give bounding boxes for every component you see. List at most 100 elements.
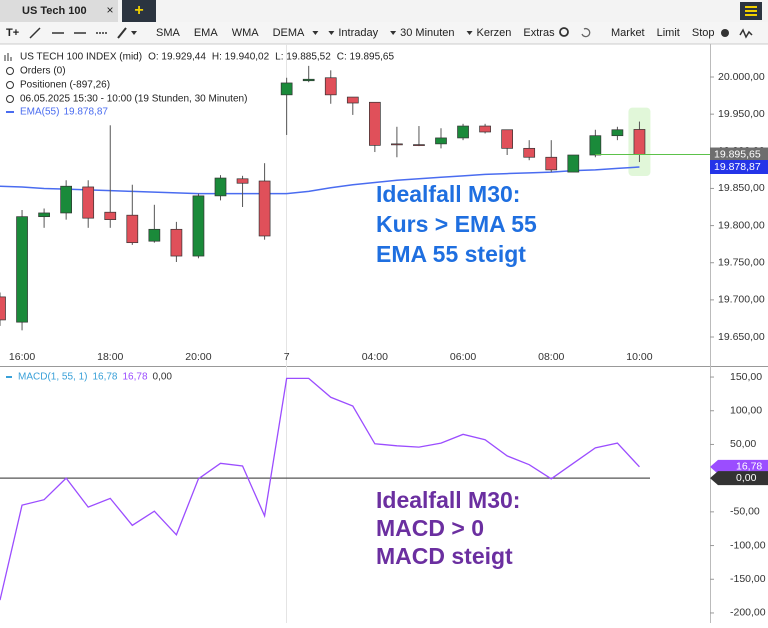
order-button[interactable]: Stop [692, 27, 715, 39]
legend-name: MACD(1, 55, 1) [18, 372, 87, 383]
order-button[interactable]: Limit [657, 27, 680, 39]
tab-bar [0, 0, 768, 22]
dropdown-button[interactable]: Kerzen [477, 27, 512, 39]
price-label: 19.895,65 [714, 148, 761, 160]
dropdown-button[interactable]: 30 Minuten [400, 27, 454, 39]
annotation: Idealfall M30: [376, 487, 520, 513]
add-tab-bg [122, 0, 156, 22]
add-tab[interactable]: + [134, 2, 143, 19]
text-tool[interactable]: T+ [6, 27, 19, 39]
info-text: Orders (0) [20, 66, 66, 77]
candle-body [104, 211, 117, 220]
macd-line [0, 377, 640, 601]
candle-body [38, 212, 50, 218]
candle-body [170, 228, 183, 257]
candle-body [391, 143, 403, 146]
price-label: 0,00 [736, 472, 757, 484]
dropdown[interactable] [390, 31, 397, 35]
dropdown[interactable] [466, 31, 473, 35]
candle-body [545, 156, 558, 171]
price-label: 19.878,87 [714, 161, 761, 173]
y-tick-label: 19.650,00 [718, 331, 765, 343]
annotation: EMA 55 steigt [376, 241, 526, 267]
toolbar [0, 22, 768, 44]
candle-body [280, 82, 293, 96]
indicator-button[interactable]: SMA [156, 27, 181, 39]
undo-tool[interactable] [581, 27, 591, 38]
dropdown[interactable] [328, 31, 335, 35]
zoom-tool[interactable] [559, 27, 569, 37]
candle-body [501, 129, 513, 149]
y-tick-label: -100,00 [730, 539, 766, 551]
positions-icon [6, 81, 14, 89]
info-text: L: 19.885,52 [275, 52, 331, 63]
info-text: US TECH 100 INDEX (mid) [20, 52, 142, 63]
candle-body [214, 177, 227, 197]
candle-body [567, 154, 580, 173]
price-label-bg [710, 459, 768, 474]
brush-tool[interactable] [117, 27, 127, 39]
y-tick-label: 50,00 [730, 438, 756, 450]
x-tick-label: 18:00 [97, 351, 123, 363]
candle-body [148, 228, 161, 242]
x-tick-label: 16:00 [9, 351, 35, 363]
x-tick-label: 20:00 [185, 351, 211, 363]
info-text: 06.05.2025 15:30 - 10:00 (19 Stunden, 30… [20, 94, 247, 105]
close-tab[interactable]: × [106, 3, 113, 17]
dropdown-button[interactable]: Intraday [338, 27, 378, 39]
candle-body [324, 77, 337, 96]
candle-body [236, 178, 249, 184]
y-tick-label: 19.800,00 [718, 219, 765, 231]
price-plot [0, 65, 651, 331]
candle-body [413, 144, 425, 146]
x-tick-label: 06:00 [450, 351, 476, 363]
dropdown[interactable] [312, 31, 319, 35]
macd-plot [0, 377, 650, 601]
candle-body [346, 96, 359, 104]
tab[interactable] [0, 0, 118, 22]
toolbar-items: T+ SMA EMA WMA DEMA Intraday 30 Minuten Kerzen E… [6, 27, 753, 39]
order-button[interactable]: Market [611, 27, 645, 39]
dropdown[interactable] [131, 31, 137, 35]
x-tick-label: 04:00 [362, 351, 388, 363]
chart-icon [4, 53, 12, 61]
candle-body [369, 101, 381, 146]
x-tick-label: 7 [284, 351, 290, 363]
candle-body [258, 180, 271, 237]
y-tick-label: 19.850,00 [718, 182, 765, 194]
x-tick-label: 10:00 [626, 351, 652, 363]
legend-value: 0,00 [153, 372, 173, 383]
legend-value: 16,78 [92, 372, 117, 383]
indicator-button[interactable]: WMA [232, 27, 260, 39]
settings-icon[interactable] [721, 29, 729, 37]
wave-icon[interactable] [739, 28, 753, 39]
extras-button[interactable]: Extras [523, 27, 555, 39]
orders-icon [6, 67, 14, 75]
price-label-bg [710, 159, 768, 174]
draw-line-tool[interactable] [29, 27, 41, 39]
candle-body [479, 125, 491, 133]
info-text: O: 19.929,44 [148, 52, 206, 63]
annotation: Idealfall M30: [376, 181, 520, 207]
y-tick-label: -150,00 [730, 573, 766, 585]
menu-icon[interactable] [745, 6, 757, 16]
indicator-button[interactable]: DEMA [273, 27, 305, 39]
price-label-bg [710, 471, 768, 486]
annotation: MACD > 0 [376, 515, 484, 541]
candle-body [126, 214, 139, 244]
candle-body [633, 129, 646, 155]
legend-value: 19.878,87 [63, 107, 108, 118]
candle-body [589, 135, 602, 156]
y-tick-label: -200,00 [730, 607, 766, 619]
candle-body [192, 195, 205, 257]
info-text: Positionen (-897,26) [20, 80, 110, 91]
indicator-button[interactable]: EMA [194, 27, 219, 39]
y-tick-label: -50,00 [730, 506, 760, 518]
y-tick-label: 100,00 [730, 405, 762, 417]
candle-body [302, 78, 315, 82]
candle-body [523, 147, 536, 158]
price-label: 16,78 [736, 461, 762, 473]
y-tick-label: 150,00 [730, 371, 762, 383]
